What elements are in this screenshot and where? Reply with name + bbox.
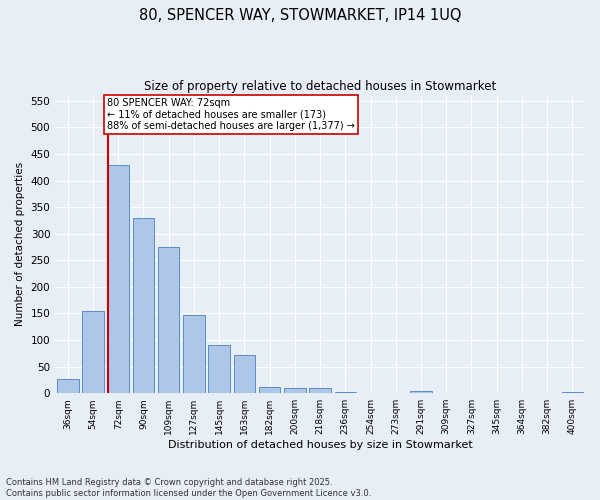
X-axis label: Distribution of detached houses by size in Stowmarket: Distribution of detached houses by size … [168,440,472,450]
Bar [562,392,583,393]
Bar [233,355,255,393]
Bar [259,387,280,393]
Y-axis label: Number of detached properties: Number of detached properties [15,162,25,326]
Bar [57,379,79,393]
Text: 80 SPENCER WAY: 72sqm
← 11% of detached houses are smaller (173)
88% of semi-det: 80 SPENCER WAY: 72sqm ← 11% of detached … [107,98,355,131]
Bar [158,247,179,393]
Bar [133,218,154,393]
Bar [410,390,432,393]
Title: Size of property relative to detached houses in Stowmarket: Size of property relative to detached ho… [144,80,496,93]
Text: 80, SPENCER WAY, STOWMARKET, IP14 1UQ: 80, SPENCER WAY, STOWMARKET, IP14 1UQ [139,8,461,22]
Bar [183,314,205,393]
Bar [284,388,305,393]
Text: Contains HM Land Registry data © Crown copyright and database right 2025.
Contai: Contains HM Land Registry data © Crown c… [6,478,371,498]
Bar [208,346,230,393]
Bar [82,311,104,393]
Bar [107,164,129,393]
Bar [335,392,356,393]
Bar [310,388,331,393]
Bar [360,392,381,393]
